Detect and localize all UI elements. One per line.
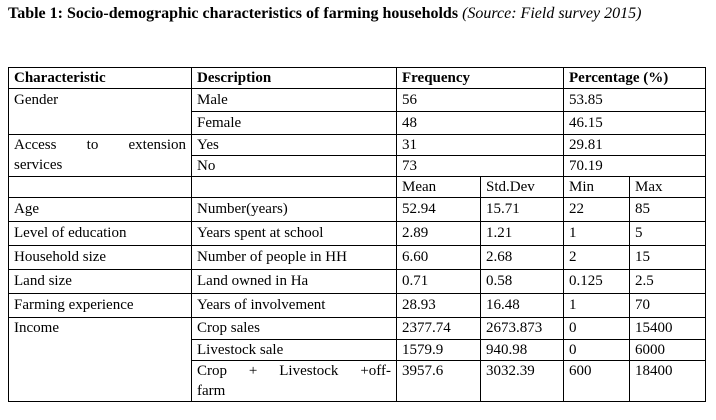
std-dev-cell: 3032.39 (480, 360, 564, 402)
mean-cell: 1579.9 (396, 339, 481, 361)
max-cell: 5 (628, 221, 707, 246)
subheader-empty (191, 176, 397, 198)
table-caption: Table 1: Socio-demographic characteristi… (8, 4, 708, 24)
header-description: Description (191, 67, 397, 89)
description-cell: Number of people in HH (191, 245, 397, 270)
mean-cell: 52.94 (396, 197, 481, 222)
std-dev-cell: 16.48 (480, 293, 564, 318)
table-row: Crop + Livestock +off- farm 3957.6 3032.… (9, 360, 707, 402)
mean-cell: 2377.74 (396, 317, 481, 340)
header-characteristic: Characteristic (8, 67, 192, 89)
max-cell: 70 (628, 293, 707, 318)
characteristic-cell: Land size (8, 269, 192, 294)
description-line2: farm (197, 383, 226, 399)
table-row: No 73 70.19 (9, 155, 707, 177)
extension-label-line2: services (14, 157, 63, 173)
description-line1: Crop + Livestock +off- (197, 363, 391, 379)
description-cell: Number(years) (191, 197, 397, 222)
percentage-cell: 53.85 (562, 88, 707, 112)
table-title: Table 1: Socio-demographic characteristi… (8, 5, 459, 22)
frequency-cell: 56 (396, 88, 564, 112)
table-row: Income Crop sales 2377.74 2673.873 0 154… (8, 317, 707, 402)
table-row: Level of education Years spent at school… (8, 221, 707, 246)
std-dev-cell: 2.68 (480, 245, 564, 270)
min-cell: 0.125 (563, 269, 630, 294)
gender-label: Gender (8, 88, 192, 135)
extension-label: Access to extension services (8, 134, 192, 177)
extension-label-line1: Access to extension (14, 137, 186, 153)
min-cell: 1 (563, 293, 630, 318)
max-cell: 18400 (628, 360, 707, 402)
description-cell: Years of involvement (191, 293, 397, 318)
table-row: Land size Land owned in Ha 0.71 0.58 0.1… (8, 269, 707, 294)
mean-cell: 0.71 (396, 269, 481, 294)
mean-cell: 6.60 (396, 245, 481, 270)
max-cell: 6000 (628, 339, 707, 361)
max-cell: 2.5 (628, 269, 707, 294)
std-dev-cell: 940.98 (480, 339, 564, 361)
description-cell: Male (191, 88, 397, 112)
min-cell: 0 (563, 339, 630, 361)
table-row: Farming experience Years of involvement … (8, 293, 707, 318)
characteristic-cell: Farming experience (8, 293, 192, 318)
min-cell: 1 (563, 221, 630, 246)
description-cell: Crop sales (191, 317, 397, 340)
min-cell: 22 (563, 197, 630, 222)
frequency-cell: 31 (396, 134, 564, 156)
characteristic-cell: Level of education (8, 221, 192, 246)
description-cell: No (191, 155, 397, 177)
frequency-cell: 73 (396, 155, 564, 177)
max-cell: 15 (628, 245, 707, 270)
subheader-empty (8, 176, 192, 198)
table-row: Household size Number of people in HH 6.… (8, 245, 707, 270)
description-cell: Crop + Livestock +off- farm (191, 360, 397, 402)
subheader-std-dev: Std.Dev (480, 176, 564, 198)
header-percentage: Percentage (%) (562, 67, 707, 89)
description-cell: Livestock sale (191, 339, 397, 361)
socio-demographic-table: Characteristic Description Frequency Per… (8, 67, 707, 402)
percentage-cell: 46.15 (562, 111, 707, 135)
std-dev-cell: 15.71 (480, 197, 564, 222)
std-dev-cell: 0.58 (480, 269, 564, 294)
percentage-cell: 29.81 (562, 134, 707, 156)
percentage-cell: 70.19 (562, 155, 707, 177)
description-cell: Land owned in Ha (191, 269, 397, 294)
min-cell: 2 (563, 245, 630, 270)
max-cell: 15400 (628, 317, 707, 340)
mean-cell: 28.93 (396, 293, 481, 318)
description-cell: Yes (191, 134, 397, 156)
table-row: Access to extension services Yes 31 29.8… (8, 134, 707, 177)
description-cell: Female (191, 111, 397, 135)
mean-cell: 2.89 (396, 221, 481, 246)
min-cell: 0 (563, 317, 630, 340)
income-label: Income (8, 317, 192, 402)
min-cell: 600 (563, 360, 630, 402)
max-cell: 85 (628, 197, 707, 222)
table-row: Age Number(years) 52.94 15.71 22 85 (8, 197, 707, 222)
frequency-cell: 48 (396, 111, 564, 135)
std-dev-cell: 2673.873 (480, 317, 564, 340)
subheader-max: Max (628, 176, 707, 198)
header-frequency: Frequency (396, 67, 564, 89)
description-cell: Years spent at school (191, 221, 397, 246)
table-source: (Source: Field survey 2015) (462, 5, 642, 22)
table-row: Gender Male 56 53.85 (8, 88, 707, 135)
header-row: Characteristic Description Frequency Per… (8, 67, 707, 89)
subheader-row: Mean Std.Dev Min Max (8, 176, 707, 198)
std-dev-cell: 1.21 (480, 221, 564, 246)
subheader-min: Min (563, 176, 630, 198)
characteristic-cell: Household size (8, 245, 192, 270)
mean-cell: 3957.6 (396, 360, 481, 402)
table-row: Female 48 46.15 (9, 111, 707, 135)
characteristic-cell: Age (8, 197, 192, 222)
subheader-mean: Mean (396, 176, 481, 198)
